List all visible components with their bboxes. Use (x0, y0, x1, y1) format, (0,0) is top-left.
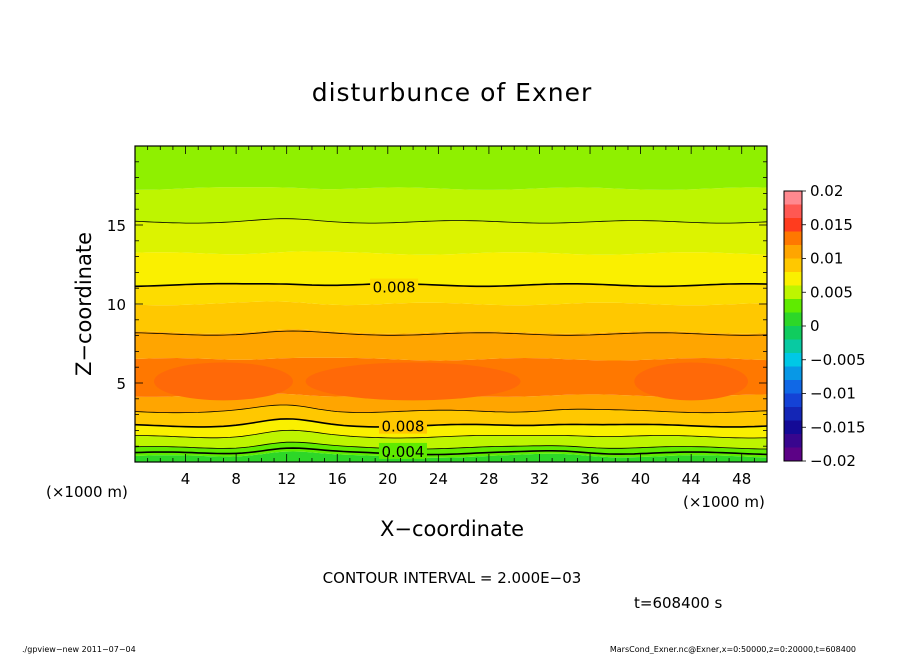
band-2 (135, 430, 767, 449)
contour-line-0 (134, 447, 768, 456)
footer-right: MarsCond_Exner.nc@Exner,x=0:50000,z=0:20… (610, 645, 856, 654)
x-unit-right: (×1000 m) (683, 493, 765, 511)
colorbar-cell-2 (784, 218, 802, 232)
band-7 (135, 329, 767, 361)
colorbar-cell-16 (784, 407, 802, 421)
contour-line-2 (135, 429, 768, 439)
colorbar-cell-18 (784, 434, 802, 448)
contour-label-2: 0.004 (381, 443, 424, 461)
colorbar-tick-label-0: 0.02 (810, 182, 843, 200)
core-maximum-regions (153, 362, 749, 401)
colorbar-cell-4 (784, 245, 802, 259)
x-tick-label-28: 28 (479, 470, 498, 488)
colorbar-cell-6 (784, 272, 802, 286)
x-tick-label-32: 32 (530, 470, 549, 488)
x-tick-label-16: 16 (328, 470, 347, 488)
x-tick-label-4: 4 (181, 470, 191, 488)
y-tick-label-15: 15 (107, 217, 126, 235)
colorbar-tick-label-5: −0.005 (810, 351, 866, 369)
x-tick-label-20: 20 (378, 470, 397, 488)
colorbar-cell-19 (784, 447, 802, 462)
colorbar-cell-7 (784, 285, 802, 300)
colorbar-cell-11 (784, 339, 802, 354)
contour-line-6 (134, 282, 768, 288)
colorbar-tick-label-1: 0.015 (810, 216, 853, 234)
band-13 (135, 146, 767, 190)
colorbar-cell-9 (784, 312, 802, 327)
x-tick-label-12: 12 (277, 470, 296, 488)
chart-title: disturbunce of Exner (312, 78, 593, 107)
contour-label-bg-1 (378, 417, 427, 434)
colorbar-cell-15 (784, 393, 802, 408)
x-tick-label-44: 44 (682, 470, 701, 488)
band-0 (135, 451, 767, 462)
contour-labels: 0.008 0.008 0.004 (370, 278, 427, 461)
colorbar-cell-1 (784, 204, 802, 219)
axis-ticks (135, 146, 767, 462)
contour-label-bg-0 (370, 278, 419, 295)
colorbar-tick-label-3: 0.005 (810, 283, 853, 301)
contour-interval: CONTOUR INTERVAL = 2.000E−03 (323, 569, 582, 587)
band-3 (135, 419, 767, 438)
contour-line-5 (134, 330, 768, 336)
colorbar-cell-13 (784, 366, 802, 381)
colorbar-cell-10 (784, 326, 802, 340)
contour-line-7 (134, 218, 768, 224)
x-tick-label-48: 48 (732, 470, 751, 488)
filled-contour-bands (135, 146, 767, 462)
y-tick-labels: 5 10 15 (107, 217, 126, 393)
x-tick-labels: 4 8 12 16 20 24 28 32 36 40 44 48 (181, 470, 751, 488)
colorbar-cell-17 (784, 420, 802, 435)
band-11 (135, 218, 767, 255)
y-axis-label: Z−coordinate (72, 232, 96, 376)
x-tick-label-24: 24 (429, 470, 448, 488)
contour-line-3 (134, 418, 768, 428)
colorbar-tick-label-4: 0 (810, 317, 820, 335)
colorbar (783, 190, 806, 462)
colorbar-cell-12 (784, 353, 802, 367)
core-region-0 (153, 362, 293, 401)
contour-label-0: 0.008 (373, 279, 416, 297)
contour-line-1 (134, 441, 767, 450)
time-label: t=608400 s (634, 594, 722, 612)
band-8 (135, 301, 767, 334)
colorbar-tick-labels: 0.02 0.015 0.01 0.005 0 −0.005 −0.01 −0.015 −0.0… (810, 182, 866, 470)
contour-label-1: 0.008 (381, 418, 424, 436)
band-10 (135, 251, 767, 287)
contour-lines (134, 218, 768, 456)
band-12 (135, 187, 767, 224)
colorbar-cell-0 (784, 191, 802, 205)
colorbar-cell-8 (784, 299, 802, 313)
x-unit-left: (×1000 m) (46, 483, 128, 501)
core-region-1 (305, 362, 521, 401)
core-region-2 (634, 362, 749, 401)
colorbar-cell-3 (784, 231, 802, 246)
band-9 (135, 283, 767, 306)
x-tick-label-36: 36 (580, 470, 599, 488)
colorbar-tick-label-6: −0.01 (810, 385, 856, 403)
colorbar-tick-label-2: 0.01 (810, 250, 843, 268)
contour-line-4 (134, 404, 768, 414)
footer-left: ./gpview−new 2011−07−04 (22, 645, 136, 654)
x-tick-label-8: 8 (231, 470, 241, 488)
contour-label-bg-2 (378, 442, 427, 459)
colorbar-cell-5 (784, 258, 802, 273)
x-axis-label: X−coordinate (380, 517, 524, 541)
band-5 (135, 393, 767, 413)
y-tick-label-10: 10 (107, 296, 126, 314)
band-4 (135, 404, 767, 427)
y-tick-label-5: 5 (116, 375, 126, 393)
x-tick-label-40: 40 (631, 470, 650, 488)
colorbar-tick-label-7: −0.015 (810, 418, 866, 436)
colorbar-tick-label-8: −0.02 (810, 452, 856, 470)
colorbar-cell-14 (784, 380, 802, 394)
